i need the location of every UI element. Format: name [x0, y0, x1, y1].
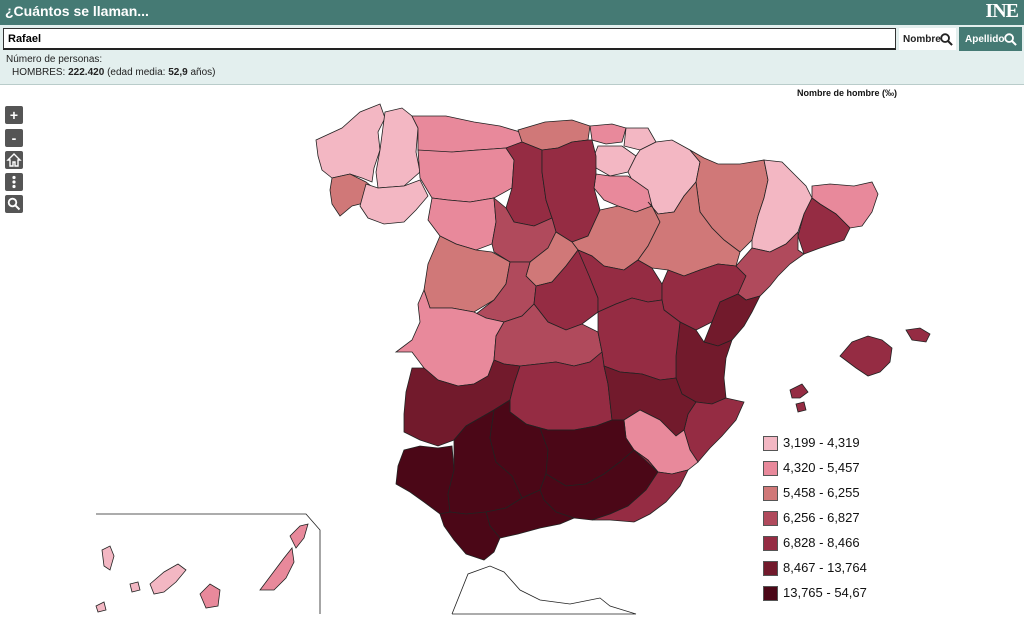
province-cadiz[interactable] [439, 511, 501, 561]
legend-title: Nombre de hombre (‰) [797, 88, 898, 98]
legend-label: 3,199 - 4,319 [783, 435, 860, 450]
ine-logo[interactable]: INE [985, 0, 1019, 22]
province-el-hierro[interactable] [95, 601, 107, 613]
province-mallorca[interactable] [839, 335, 893, 377]
province-la-palma[interactable] [101, 545, 115, 571]
province-lanzarote[interactable] [289, 523, 309, 549]
legend-label: 5,458 - 6,255 [783, 485, 860, 500]
legend-label: 6,828 - 8,466 [783, 535, 860, 550]
home-icon [6, 153, 22, 167]
legend-swatch [763, 586, 778, 601]
province-bizkaia[interactable] [589, 123, 627, 145]
count-label: Número de personas: [6, 54, 103, 65]
legend-label: 6,256 - 6,827 [783, 510, 860, 525]
legend-swatch [763, 461, 778, 476]
search-icon [1004, 33, 1017, 46]
province-tarragona[interactable] [735, 231, 805, 301]
search-icon [940, 33, 953, 46]
average-age: 52,9 [168, 67, 188, 78]
more-options-button[interactable] [5, 173, 23, 191]
province-leon[interactable] [417, 147, 515, 203]
legend-label: 13,765 - 54,67 [783, 585, 867, 600]
zoom-in-button[interactable]: + [5, 106, 23, 124]
age-prefix: (edad media: [107, 67, 166, 78]
search-by-surname-button[interactable]: Apellido [959, 27, 1022, 51]
province-ourense[interactable] [359, 179, 429, 225]
legend-swatch [763, 536, 778, 551]
ceuta-frame [451, 565, 637, 615]
map-search-button[interactable] [5, 195, 23, 213]
search-panel: Nombre Apellido Número de personas: HOMB… [0, 25, 1024, 85]
search-icon [7, 197, 21, 211]
search-by-name-label: Nombre [903, 33, 941, 45]
app-title: ¿Cuántos se llaman... [5, 3, 149, 19]
province-menorca[interactable] [905, 327, 931, 343]
person-count: 222.420 [68, 67, 105, 78]
map-area[interactable]: Nombre de hombre (‰) + - 3,199 - 4,319 4,… [0, 86, 1024, 622]
province-barcelona[interactable] [797, 197, 851, 255]
province-map[interactable] [0, 86, 1024, 622]
home-button[interactable] [5, 151, 23, 169]
legend-swatch [763, 561, 778, 576]
legend-swatch [763, 486, 778, 501]
province-la-gomera[interactable] [129, 581, 141, 593]
canary-islands-frame [96, 513, 321, 614]
gender-label: HOMBRES: [12, 67, 66, 78]
more-vertical-icon [12, 175, 16, 189]
province-coruna[interactable] [315, 103, 386, 183]
legend-label: 4,320 - 5,457 [783, 460, 860, 475]
name-search-input[interactable] [3, 28, 896, 50]
zoom-out-button[interactable]: - [5, 129, 23, 147]
search-by-surname-label: Apellido [965, 33, 1005, 45]
province-ibiza[interactable] [789, 383, 809, 413]
legend-swatch [763, 436, 778, 451]
legend-label: 8,467 - 13,764 [783, 560, 867, 575]
app-header: ¿Cuántos se llaman... INE [0, 0, 1024, 25]
province-gran-canaria[interactable] [199, 583, 221, 609]
province-alicante[interactable] [683, 397, 745, 463]
province-fuerteventura[interactable] [259, 547, 295, 591]
province-tenerife[interactable] [149, 563, 187, 595]
province-pontevedra[interactable] [329, 173, 377, 217]
province-huelva[interactable] [395, 445, 455, 515]
province-almeria[interactable] [591, 449, 689, 523]
age-suffix: años) [190, 67, 216, 78]
search-by-name-button[interactable]: Nombre [899, 28, 956, 50]
legend-swatch [763, 511, 778, 526]
province-burgos[interactable] [541, 139, 601, 243]
province-castellon[interactable] [703, 293, 761, 347]
result-stats: HOMBRES: 222.420 (edad media: 52,9 años) [12, 67, 215, 78]
